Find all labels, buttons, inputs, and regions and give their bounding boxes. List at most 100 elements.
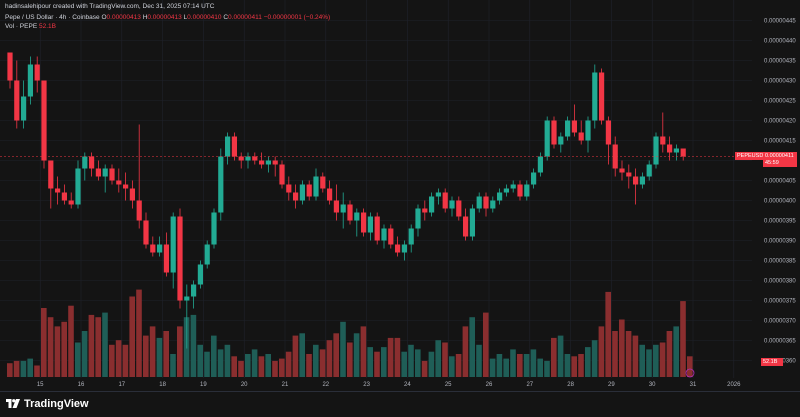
alert-marker[interactable] — [685, 368, 695, 378]
volume-bar — [88, 314, 95, 377]
volume-legend-value: 52.1B — [38, 23, 56, 30]
volume-bar — [421, 360, 428, 377]
volume-bar — [306, 354, 312, 377]
volume-bar — [551, 337, 557, 377]
price-tick-label: 0.00000385 — [764, 259, 796, 265]
volume-bar — [211, 335, 217, 377]
candle-body — [517, 184, 523, 197]
volume-bar — [625, 331, 632, 377]
time-tick-label: 22 — [322, 382, 329, 388]
volume-bar — [503, 358, 509, 377]
countdown-tag: 45:59 — [763, 159, 797, 167]
volume-bar — [163, 331, 169, 377]
price-tick-label: 0.00000415 — [764, 139, 796, 145]
volume-bar — [81, 331, 88, 377]
candle-body — [82, 156, 88, 169]
volume-bar — [537, 358, 543, 377]
price-tick-label: 0.00000435 — [764, 59, 796, 65]
candle-body — [490, 200, 496, 209]
candle-body — [599, 72, 605, 121]
tradingview-logo[interactable]: TradingView — [6, 398, 89, 410]
volume-bar — [435, 340, 441, 377]
candle-body — [129, 188, 135, 201]
candle-body — [116, 180, 122, 185]
volume-bar — [653, 344, 659, 377]
candle-body — [170, 216, 176, 273]
volume-bar — [544, 360, 550, 377]
candle-body — [61, 192, 67, 201]
time-tick-label: 2026 — [727, 382, 741, 388]
candle-body — [293, 192, 299, 201]
volume-bar — [591, 340, 598, 377]
candle-body — [544, 120, 550, 157]
time-tick-label: 28 — [567, 382, 574, 388]
ohlc-c-label: C — [223, 14, 229, 21]
candle-body — [653, 136, 659, 165]
candle-body — [136, 200, 142, 221]
volume-bar — [401, 351, 407, 377]
candle-body — [510, 184, 516, 189]
volume-bar — [41, 308, 47, 377]
candle-body — [571, 120, 577, 133]
volume-bar — [333, 333, 339, 377]
candle-body — [605, 120, 611, 145]
price-tick-label: 0.00000445 — [764, 19, 796, 25]
candle-body — [313, 176, 319, 197]
time-tick-label: 21 — [282, 382, 289, 388]
volume-bar — [279, 358, 285, 377]
candle-body — [197, 264, 203, 285]
candle-body — [27, 64, 33, 97]
volume-bar — [612, 331, 618, 377]
volume-bar — [415, 349, 421, 377]
volume-bar — [367, 347, 373, 377]
candle-body — [585, 120, 591, 141]
volume-bar — [177, 326, 183, 377]
volume-bar — [564, 354, 571, 377]
chart-canvas[interactable]: 0.00000445 0.00000440 0.00000435 0.00000430… — [0, 0, 800, 391]
time-tick-label: 18 — [159, 382, 166, 388]
candle-body — [395, 244, 401, 253]
volume-bar — [190, 314, 197, 377]
candle-body — [680, 148, 686, 157]
time-tick-label: 25 — [445, 382, 452, 388]
time-axis[interactable]: 15 16 17 18 19 20 21 22 23 24 25 26 27 28 29 30 31 2026 — [37, 382, 741, 388]
volume-bar — [115, 340, 122, 377]
price-tick-label: 0.00000425 — [764, 99, 796, 105]
price-tick-label: 0.00000400 — [764, 199, 796, 205]
ohlc-h-label: H — [142, 14, 148, 21]
last-price-tag: 0.00000411 — [763, 152, 797, 160]
volume-bar — [319, 349, 326, 377]
time-tick-label: 17 — [118, 382, 125, 388]
volume-bars — [7, 289, 693, 377]
volume-bar — [394, 337, 401, 377]
candle-body — [184, 296, 190, 301]
volume-bar — [34, 365, 40, 377]
symbol-line[interactable]: Pepe / US Dollar · 4h · Coinbase — [5, 14, 100, 21]
price-axis[interactable]: 0.00000445 0.00000440 0.00000435 0.00000430… — [752, 0, 800, 391]
time-tick-label: 31 — [690, 382, 697, 388]
volume-bar — [578, 354, 584, 377]
candle-body — [537, 156, 543, 173]
price-tick-label: 0.00000395 — [764, 219, 796, 225]
candle-body — [150, 244, 156, 253]
time-tick-label: 27 — [526, 382, 533, 388]
candle-body — [299, 184, 305, 201]
footer-bar: TradingView — [0, 391, 800, 417]
time-tick-label: 19 — [200, 382, 207, 388]
volume-bar — [122, 344, 129, 377]
candle-body — [89, 156, 95, 169]
volume-bar — [517, 354, 523, 377]
candle-body — [21, 96, 27, 121]
volume-bar — [462, 326, 469, 377]
volume-bar — [285, 351, 292, 377]
time-tick-label: 29 — [608, 382, 615, 388]
ohlc-l-label: L — [183, 14, 188, 21]
volume-bar — [387, 337, 394, 377]
candle-body — [558, 136, 564, 145]
volume-bar — [170, 354, 176, 377]
candle-body — [415, 208, 421, 229]
volume-bar — [659, 342, 666, 377]
volume-legend-label[interactable]: Vol · PEPE — [5, 23, 38, 30]
time-tick-label: 30 — [649, 382, 656, 388]
symbol-tag: PEPEUSD — [735, 152, 767, 160]
